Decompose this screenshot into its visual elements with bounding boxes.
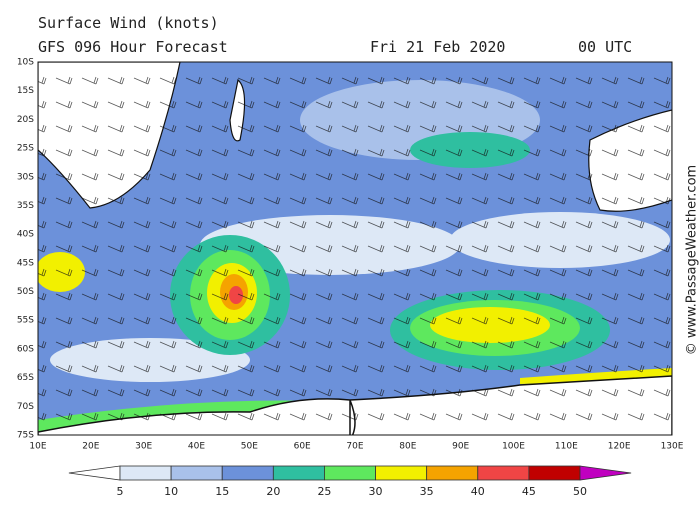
axes: 10S 15S 20S 25S 30S 35S 40S 45S 50S 55S 60S 65S 70S 7… — [17, 58, 684, 452]
date: Fri 21 Feb 2020 — [370, 38, 505, 56]
longitude-label: 10E — [29, 442, 46, 452]
longitude-label: 130E — [661, 442, 684, 452]
colorbar-label: 30 — [369, 485, 383, 498]
colorbar-label: 25 — [317, 485, 331, 498]
longitude-label: 80E — [399, 442, 416, 452]
colorbar-segment — [324, 465, 376, 481]
colorbar-segment — [119, 465, 172, 481]
longitude-label: 100E — [502, 442, 525, 452]
colorbar-label: 20 — [266, 485, 280, 498]
title: Surface Wind (knots) — [38, 14, 219, 32]
longitude-label: 110E — [555, 442, 578, 452]
colorbar-low — [68, 465, 121, 481]
longitude-label: 70E — [346, 442, 363, 452]
colorbar-label: 5 — [117, 485, 124, 498]
subtitle: GFS 096 Hour Forecast — [38, 38, 228, 56]
wind-barbs — [38, 62, 672, 435]
colorbar-label: 10 — [164, 485, 178, 498]
latitude-label: 75S — [17, 431, 34, 441]
longitude-label: 40E — [188, 442, 205, 452]
latitude-label: 35S — [17, 201, 34, 211]
colorbar-label: 50 — [573, 485, 587, 498]
latitude-label: 70S — [17, 402, 34, 412]
credit: © www.PassageWeather.com — [685, 165, 700, 355]
latitude-label: 60S — [17, 344, 34, 354]
longitude-label: 50E — [241, 442, 258, 452]
longitude-label: 30E — [135, 442, 152, 452]
latitude-label: 65S — [17, 373, 34, 383]
colorbar: 5 10 15 20 25 30 35 40 45 50 — [68, 465, 632, 498]
colorbar-segment — [375, 465, 428, 481]
latitude-label: 40S — [17, 230, 34, 240]
latitude-label: 50S — [17, 287, 34, 297]
longitude-label: 20E — [82, 442, 99, 452]
latitude-label: 20S — [17, 115, 34, 125]
longitude-label: 120E — [608, 442, 631, 452]
colorbar-high — [579, 465, 632, 481]
map — [38, 62, 672, 435]
colorbar-label: 40 — [471, 485, 485, 498]
longitude-label: 60E — [294, 442, 311, 452]
map-frame — [37, 61, 673, 436]
latitude-label: 15S — [17, 86, 34, 96]
colorbar-label: 15 — [215, 485, 229, 498]
colorbar-segment — [170, 465, 223, 481]
latitude-label: 25S — [17, 144, 34, 154]
longitude-label: 90E — [452, 442, 469, 452]
latitude-label: 55S — [17, 316, 34, 326]
colorbar-segment — [272, 465, 325, 481]
colorbar-segment — [221, 465, 274, 481]
latitude-label: 10S — [17, 58, 34, 68]
colorbar-label: 35 — [420, 485, 434, 498]
latitude-label: 30S — [17, 172, 34, 182]
colorbar-segment — [528, 465, 581, 481]
colorbar-segment — [477, 465, 530, 481]
colorbar-label: 45 — [522, 485, 536, 498]
latitude-label: 45S — [17, 258, 34, 268]
colorbar-segment — [426, 465, 479, 481]
time: 00 UTC — [578, 38, 632, 56]
